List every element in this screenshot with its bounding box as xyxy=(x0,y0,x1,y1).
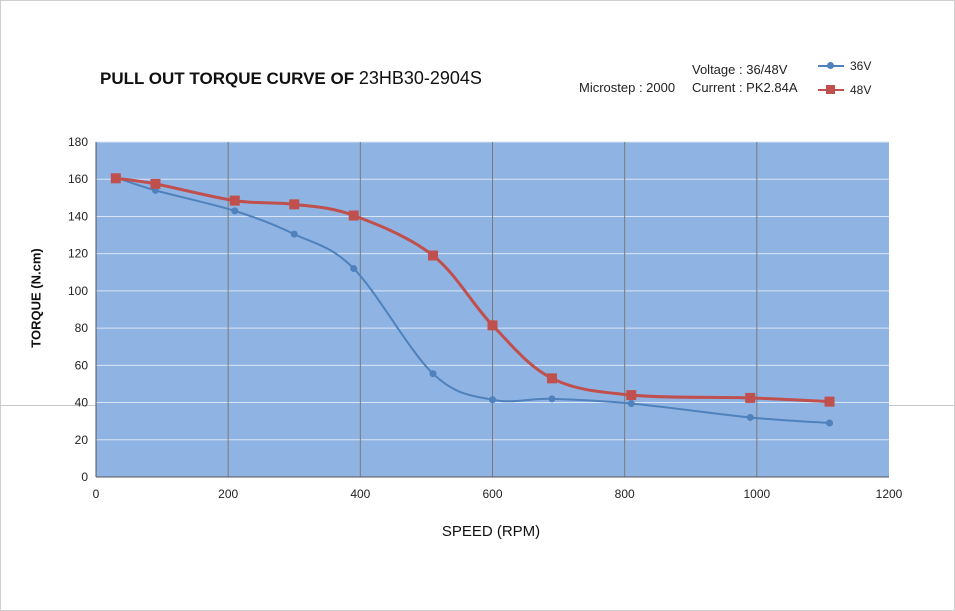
data-point-36v xyxy=(489,396,496,404)
data-point-36v xyxy=(429,370,437,378)
series-line-48v xyxy=(115,176,830,404)
y-tick-label: 40 xyxy=(75,396,89,410)
data-point-48v xyxy=(745,392,756,403)
y-tick-label: 80 xyxy=(75,321,89,335)
data-point-48v xyxy=(110,173,121,184)
y-tick-label: 100 xyxy=(68,284,88,298)
x-tick-label: 600 xyxy=(482,487,502,501)
y-tick-label: 60 xyxy=(75,358,89,372)
microstep-info: Microstep : 2000 xyxy=(579,80,676,95)
y-tick-label: 120 xyxy=(68,247,88,261)
y-tick-label: 0 xyxy=(81,470,88,484)
data-point-48v xyxy=(229,195,240,206)
data-point-36v xyxy=(290,230,298,238)
data-point-48v xyxy=(428,250,439,261)
data-point-48v xyxy=(289,199,300,210)
legend-marker-36v xyxy=(827,62,834,69)
title-main: PULL OUT TORQUE CURVE OF xyxy=(100,69,355,88)
title-model: 23HB30-2904S xyxy=(358,68,482,88)
x-tick-label: 800 xyxy=(615,487,635,501)
chart-title: PULL OUT TORQUE CURVE OF 23HB30-2904S xyxy=(100,68,482,89)
current-info: Current : PK2.84A xyxy=(692,80,798,95)
legend-label-48v: 48V xyxy=(850,83,872,97)
data-point-48v xyxy=(348,210,359,221)
data-point-36v xyxy=(627,399,635,407)
legend-label-36v: 36V xyxy=(850,59,872,73)
data-point-48v xyxy=(824,396,835,407)
y-tick-label: 160 xyxy=(68,172,88,186)
data-point-36v xyxy=(746,413,754,421)
x-tick-label: 1000 xyxy=(743,487,770,501)
x-axis-label: SPEED (RPM) xyxy=(441,523,541,540)
voltage-info: Voltage : 36/48V xyxy=(692,62,788,77)
data-point-36v xyxy=(826,419,834,427)
x-tick-label: 200 xyxy=(218,487,238,501)
legend-marker-48v xyxy=(826,85,835,94)
y-tick-label: 20 xyxy=(75,433,89,447)
y-tick-label: 180 xyxy=(68,135,88,149)
x-tick-label: 0 xyxy=(93,487,100,501)
data-point-36v xyxy=(231,207,239,215)
y-tick-label: 140 xyxy=(68,209,88,223)
data-point-48v xyxy=(150,178,161,189)
data-point-48v xyxy=(626,390,637,401)
data-point-36v xyxy=(350,265,358,273)
data-point-48v xyxy=(546,373,557,384)
data-point-48v xyxy=(487,320,498,331)
x-tick-label: 400 xyxy=(350,487,370,501)
data-point-36v xyxy=(548,395,556,403)
x-tick-label: 1200 xyxy=(876,487,903,501)
